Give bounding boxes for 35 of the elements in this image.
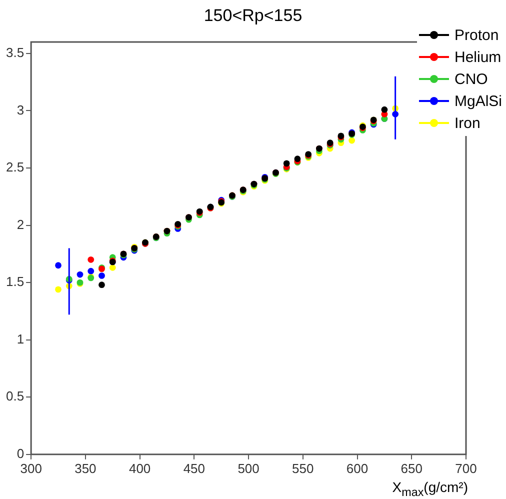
x-tick-label: 400 xyxy=(128,460,151,476)
y-tick-label: 3 xyxy=(16,102,24,118)
x-tick-label: 500 xyxy=(238,460,260,476)
x-axis-title: X$_{max}$(g/cm²) xyxy=(392,479,468,499)
y-tick-label: 0 xyxy=(16,446,24,461)
point xyxy=(109,264,116,271)
legend-label: MgAlSi xyxy=(454,92,502,110)
point xyxy=(55,286,62,293)
x-tick-label: 650 xyxy=(400,460,422,476)
x-tick-label: 550 xyxy=(292,460,314,476)
point xyxy=(98,272,105,279)
point xyxy=(283,160,290,167)
point xyxy=(76,271,84,278)
y-tick-label: 1.5 xyxy=(6,274,24,290)
chart-title: 150<Rp<155 xyxy=(202,6,304,26)
x-tick-label: 600 xyxy=(346,460,368,476)
x-tick-label: 350 xyxy=(74,460,96,476)
x-tick-label: 300 xyxy=(20,460,42,476)
y-tick-label: 1 xyxy=(16,331,24,346)
legend-label: Helium xyxy=(454,48,502,66)
point xyxy=(55,262,62,269)
point xyxy=(98,282,105,288)
x-tick-label: 700 xyxy=(455,460,477,476)
y-tick-label: 2 xyxy=(16,216,24,232)
y-tick-label: 0.5 xyxy=(6,388,24,404)
x-tick-label: 450 xyxy=(183,460,206,476)
point xyxy=(88,268,94,274)
point xyxy=(381,106,388,113)
legend-label: Iron xyxy=(454,114,480,132)
point xyxy=(88,256,94,263)
y-tick-label: 3.5 xyxy=(6,45,24,60)
legend-label: Proton xyxy=(454,26,499,44)
legend-label: CNO xyxy=(454,70,488,88)
y-tick-label: 2.5 xyxy=(6,160,24,175)
point xyxy=(348,137,356,144)
